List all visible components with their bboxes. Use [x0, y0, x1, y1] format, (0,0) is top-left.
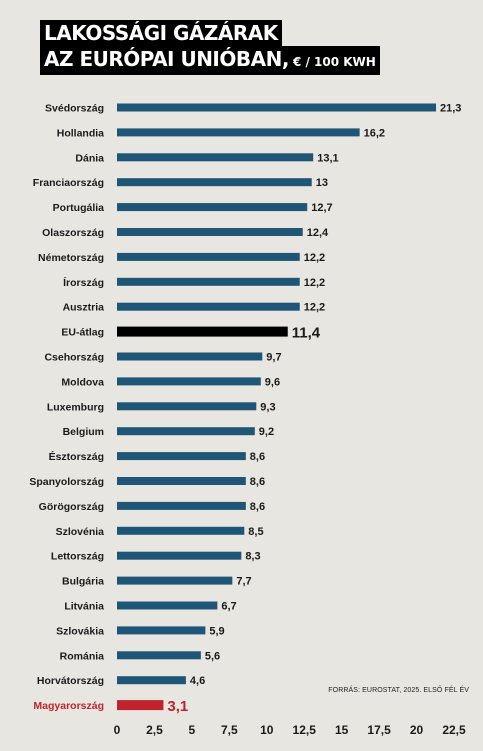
x-tick-label: 10 — [260, 723, 274, 737]
bar-lettorszag — [117, 551, 242, 560]
bar-litvania — [117, 601, 218, 610]
value-label-luxemburg: 9,3 — [260, 401, 275, 413]
title-unit: € / 100 kWh — [292, 55, 376, 69]
bar-eu-atlag — [117, 326, 288, 337]
category-label-litvania: Litvánia — [64, 601, 104, 613]
value-label-magyarorszag: 3,1 — [167, 698, 188, 715]
x-tick-label: 12,5 — [293, 723, 317, 737]
x-tick-label: 2,5 — [146, 723, 163, 737]
x-tick-label: 7,5 — [221, 723, 238, 737]
value-label-dania: 13,1 — [317, 152, 338, 164]
value-label-szlovakia: 5,9 — [209, 625, 224, 637]
value-label-portugalia: 12,7 — [311, 202, 332, 214]
x-tick-label: 15 — [335, 723, 349, 737]
chart-title: Lakossági gázárak az Európai Unióban, € /… — [40, 20, 380, 75]
category-label-irorszag: Írország — [63, 276, 104, 289]
value-label-svedorszag: 21,3 — [440, 103, 461, 115]
x-tick-label: 20 — [410, 723, 424, 737]
bar-luxemburg — [117, 402, 257, 411]
bar-gorogorszag — [117, 501, 246, 510]
category-label-szlovakia: Szlovákia — [56, 625, 104, 637]
category-label-luxemburg: Luxemburg — [47, 401, 104, 413]
title-line-1: Lakossági gázárak — [40, 20, 282, 46]
bar-franciaorszag — [117, 178, 312, 187]
category-label-franciaorszag: Franciaország — [33, 177, 104, 189]
value-label-nemetorszag: 12,2 — [304, 252, 325, 264]
x-tick-label: 22,5 — [442, 723, 466, 737]
category-label-gorogorszag: Görögország — [39, 501, 104, 513]
category-label-romania: Románia — [60, 650, 105, 662]
category-label-bulgaria: Bulgária — [62, 576, 104, 588]
value-label-horvatorszag: 4,6 — [190, 675, 205, 687]
value-label-esztorszag: 8,6 — [250, 451, 265, 463]
bar-romania — [117, 651, 201, 660]
bar-olaszorszag — [117, 228, 303, 236]
category-label-portugalia: Portugália — [53, 202, 105, 214]
value-label-litvania: 6,7 — [221, 601, 236, 613]
bar-esztorszag — [117, 452, 246, 461]
value-label-csehorszag: 9,7 — [266, 352, 281, 364]
category-label-magyarorszag: Magyarország — [33, 700, 104, 712]
bar-belgium — [117, 427, 255, 436]
x-tick-label: 0 — [114, 723, 121, 737]
value-label-olaszorszag: 12,4 — [307, 227, 329, 239]
value-label-hollandia: 16,2 — [364, 127, 385, 139]
category-label-csehorszag: Csehország — [44, 352, 104, 364]
title-line-2-text: az Európai Unióban, — [44, 47, 289, 71]
bar-portugalia — [117, 203, 308, 212]
bar-svedorszag — [117, 103, 437, 112]
category-label-horvatorszag: Horvátország — [37, 675, 104, 687]
category-label-ausztria: Ausztria — [63, 302, 105, 314]
bar-ausztria — [117, 302, 300, 311]
category-label-esztorszag: Észtország — [49, 450, 104, 463]
value-label-bulgaria: 7,7 — [236, 576, 251, 588]
category-label-spanyolorszag: Spanyolország — [29, 476, 104, 488]
bar-csehorszag — [117, 352, 263, 361]
category-label-olaszorszag: Olaszország — [42, 227, 104, 239]
value-label-szlovenia: 8,5 — [248, 526, 263, 538]
bar-nemetorszag — [117, 252, 300, 261]
category-label-lettorszag: Lettország — [51, 551, 104, 563]
source-note: FORRÁS: EUROSTAT, 2025. ELSŐ FÉL ÉV — [328, 687, 469, 694]
category-label-dania: Dánia — [75, 152, 104, 164]
value-label-irorszag: 12,2 — [304, 277, 325, 289]
bar-magyarorszag — [117, 700, 164, 711]
value-label-spanyolorszag: 8,6 — [250, 476, 265, 488]
bar-moldova — [117, 377, 261, 386]
bar-bulgaria — [117, 576, 233, 585]
category-label-nemetorszag: Németország — [38, 252, 104, 264]
value-label-moldova: 9,6 — [265, 376, 280, 388]
category-label-belgium: Belgium — [63, 426, 104, 438]
bar-dania — [117, 153, 314, 162]
category-label-eu-atlag: EU-átlag — [61, 327, 104, 339]
value-label-lettorszag: 8,3 — [245, 551, 260, 563]
x-tick-label: 5 — [189, 723, 196, 737]
value-label-belgium: 9,2 — [259, 426, 274, 438]
x-tick-label: 17,5 — [367, 723, 391, 737]
category-label-szlovenia: Szlovénia — [56, 526, 105, 538]
category-label-svedorszag: Svédország — [45, 103, 104, 115]
value-label-eu-atlag: 11,4 — [292, 325, 321, 342]
value-label-franciaorszag: 13 — [316, 177, 328, 189]
category-label-moldova: Moldova — [61, 376, 104, 388]
bar-szlovakia — [117, 626, 206, 635]
bar-spanyolorszag — [117, 477, 246, 485]
value-label-romania: 5,6 — [205, 650, 220, 662]
value-label-ausztria: 12,2 — [304, 302, 325, 314]
bar-horvatorszag — [117, 676, 186, 685]
value-label-gorogorszag: 8,6 — [250, 501, 265, 513]
bar-szlovenia — [117, 526, 245, 535]
category-label-hollandia: Hollandia — [57, 127, 104, 139]
bar-irorszag — [117, 277, 300, 286]
title-line-2: az Európai Unióban, € / 100 kWh — [40, 46, 380, 75]
bar-hollandia — [117, 128, 360, 137]
